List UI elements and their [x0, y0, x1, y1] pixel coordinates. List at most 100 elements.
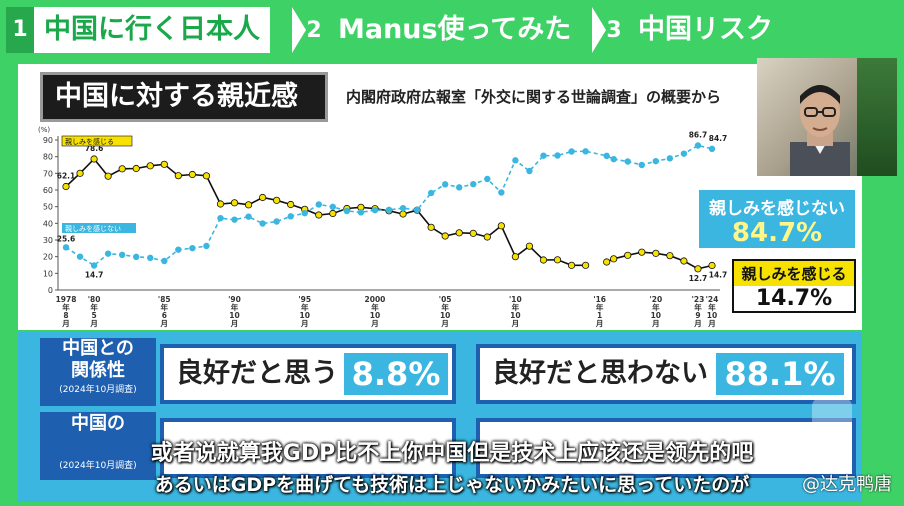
data-point — [708, 145, 716, 153]
x-tick-label: 年 — [161, 302, 169, 312]
data-label: 14.7 — [85, 271, 104, 280]
y-tick-label: 50 — [43, 203, 53, 212]
data-point — [427, 223, 435, 231]
tab-number: 3 — [606, 17, 622, 43]
data-point — [203, 242, 210, 250]
data-point — [582, 148, 589, 155]
data-point — [146, 162, 154, 170]
x-tick-label: '90 — [228, 295, 241, 304]
legend-not-close-label: 親しみを感じない — [65, 224, 121, 233]
data-point — [624, 251, 632, 259]
data-point — [694, 265, 702, 273]
data-point — [652, 157, 660, 165]
data-point — [539, 256, 548, 264]
data-point — [512, 157, 519, 164]
not-close-callout: 親しみを感じない 84.7% — [697, 188, 857, 250]
data-point — [230, 199, 239, 207]
tab-china-risk[interactable]: 3 中国リスク — [600, 7, 783, 53]
x-tick-label: 10 — [707, 311, 717, 320]
y-tick-label: 20 — [43, 253, 53, 262]
row-label-note: (2024年10月調査) — [59, 385, 137, 395]
good-relationship-value: 8.8% — [344, 353, 448, 395]
data-point — [287, 200, 295, 209]
data-point — [624, 158, 631, 165]
x-tick-label: 月 — [651, 319, 660, 328]
y-tick-label: 0 — [48, 286, 53, 295]
row-label-note: (2024年10月調査) — [59, 461, 137, 471]
x-tick-label: '05 — [439, 295, 452, 304]
data-point — [582, 261, 590, 269]
not-good-relationship-value: 88.1% — [716, 353, 844, 395]
data-label: 78.6 — [85, 144, 104, 153]
x-tick-label: 年 — [441, 302, 449, 312]
data-point — [470, 180, 477, 188]
data-point — [315, 201, 322, 208]
presenter-webcam — [757, 58, 897, 176]
row-label-line: 関係性 — [71, 360, 125, 381]
tab-china-travel[interactable]: 1 中国に行く日本人 — [6, 7, 270, 53]
data-point — [371, 206, 379, 214]
data-point — [427, 189, 435, 197]
presenter-avatar — [790, 85, 850, 176]
data-label: 25.6 — [57, 234, 76, 243]
not-close-callout-value: 84.7% — [731, 218, 823, 248]
data-point — [680, 150, 688, 157]
tab-manus[interactable]: 2 Manus使ってみた — [300, 7, 581, 53]
not-good-relationship-box: 良好だと思わない 88.1% — [476, 344, 856, 404]
x-tick-label: '24 — [706, 295, 719, 304]
x-tick-label: 年 — [301, 302, 309, 312]
x-tick-label: '10 — [509, 295, 522, 304]
chevron-right-icon — [292, 7, 306, 53]
data-point — [497, 222, 505, 230]
data-point — [484, 175, 491, 183]
not-good-relationship-text: 良好だと思わない — [492, 358, 708, 389]
data-point — [118, 251, 126, 259]
x-tick-label: 年 — [694, 302, 702, 312]
y-tick-label: 40 — [43, 219, 53, 228]
data-point — [175, 246, 182, 253]
data-point — [132, 164, 140, 173]
data-point — [498, 189, 505, 196]
y-tick-label: 70 — [43, 169, 53, 178]
data-point — [652, 249, 660, 257]
data-point — [441, 181, 449, 188]
data-point — [469, 229, 477, 237]
row2-box-left — [160, 418, 456, 478]
data-point — [357, 209, 365, 216]
good-relationship-text: 良好だと思う — [176, 358, 338, 389]
data-point — [666, 155, 674, 162]
data-point — [133, 253, 140, 261]
data-point — [568, 148, 575, 155]
x-tick-label: 年 — [231, 302, 239, 312]
data-point — [525, 242, 534, 250]
data-point — [385, 206, 393, 214]
data-point — [455, 229, 463, 237]
data-point — [399, 210, 407, 218]
close-callout: 親しみを感じる 14.7% — [732, 259, 856, 313]
x-tick-label: '95 — [298, 295, 311, 304]
x-tick-label: 月 — [707, 319, 716, 328]
x-tick-label: 8 — [63, 311, 68, 320]
y-tick-label: 60 — [43, 186, 53, 195]
data-point — [189, 244, 196, 252]
x-tick-label: 年 — [708, 302, 716, 312]
data-point — [666, 252, 674, 260]
data-point — [90, 155, 98, 163]
play-icon[interactable] — [812, 398, 852, 438]
data-point — [329, 203, 337, 211]
y-tick-label: 80 — [43, 153, 53, 162]
topic-tab-bar: 1 中国に行く日本人 2 Manus使ってみた 3 中国リスク — [0, 0, 904, 58]
x-tick-label: 年 — [512, 302, 520, 312]
x-tick-label: 月 — [89, 319, 98, 328]
data-point — [104, 250, 112, 257]
x-tick-label: 10 — [370, 311, 380, 320]
data-point — [554, 152, 561, 159]
close-callout-label: 親しみを感じる — [734, 261, 854, 286]
data-point — [511, 253, 519, 261]
x-tick-label: 年 — [652, 302, 660, 312]
x-tick-label: 6 — [162, 311, 167, 320]
data-point — [567, 261, 576, 269]
x-tick-label: 月 — [300, 319, 309, 328]
data-point — [244, 201, 253, 209]
